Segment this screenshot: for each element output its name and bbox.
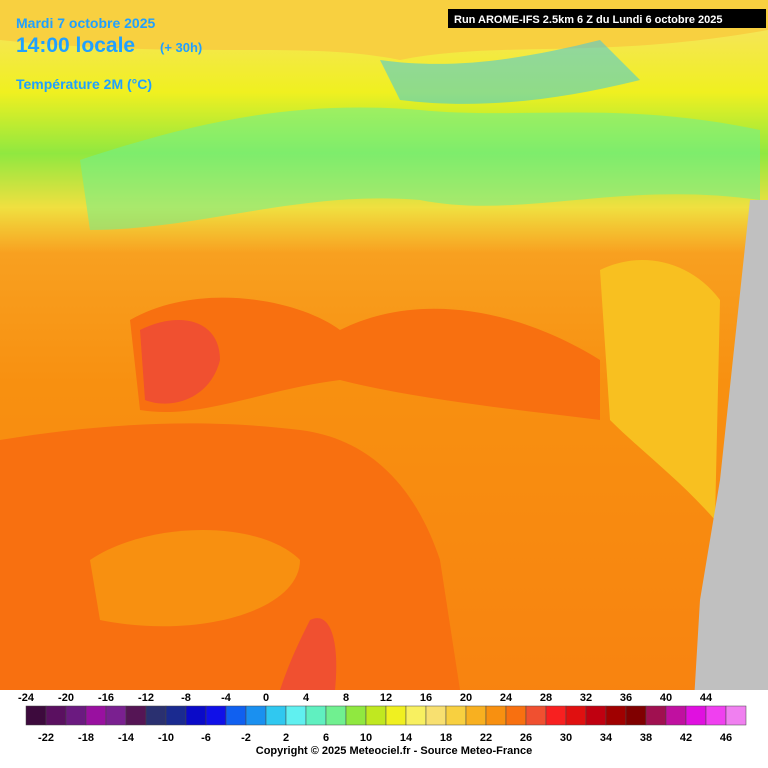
legend-label: 16 bbox=[420, 692, 432, 704]
legend-swatch bbox=[625, 705, 647, 726]
legend-swatch bbox=[565, 705, 587, 726]
adriatic bbox=[600, 260, 720, 520]
legend-swatch bbox=[65, 705, 87, 726]
legend-label: 12 bbox=[380, 692, 392, 704]
legend-label: -6 bbox=[201, 732, 211, 744]
legend-swatch bbox=[85, 705, 107, 726]
alps-band bbox=[80, 107, 760, 230]
legend-label: 2 bbox=[283, 732, 289, 744]
legend: -24-22-20-18-16-14-12-10-8-6-4-202468101… bbox=[18, 692, 747, 744]
legend-swatch bbox=[525, 705, 547, 726]
legend-label: 32 bbox=[580, 692, 592, 704]
legend-swatch bbox=[25, 705, 47, 726]
run-info: Run AROME-IFS 2.5km 6 Z du Lundi 6 octob… bbox=[454, 14, 723, 26]
legend-swatch bbox=[505, 705, 527, 726]
legend-swatch bbox=[665, 705, 687, 726]
legend-label: 42 bbox=[680, 732, 692, 744]
legend-label: 30 bbox=[560, 732, 572, 744]
legend-swatch bbox=[405, 705, 427, 726]
legend-swatch bbox=[245, 705, 267, 726]
legend-label: 26 bbox=[520, 732, 532, 744]
legend-swatch bbox=[225, 705, 247, 726]
legend-swatch bbox=[205, 705, 227, 726]
legend-swatch bbox=[285, 705, 307, 726]
legend-swatch bbox=[165, 705, 187, 726]
legend-label: 18 bbox=[440, 732, 452, 744]
legend-label: 10 bbox=[360, 732, 372, 744]
legend-label: -8 bbox=[181, 692, 191, 704]
legend-swatch bbox=[385, 705, 407, 726]
legend-label: 20 bbox=[460, 692, 472, 704]
legend-label: -16 bbox=[98, 692, 114, 704]
legend-label: -4 bbox=[221, 692, 232, 704]
legend-swatch bbox=[265, 705, 287, 726]
legend-label: 6 bbox=[323, 732, 329, 744]
legend-swatch bbox=[685, 705, 707, 726]
legend-swatch bbox=[605, 705, 627, 726]
legend-swatch bbox=[45, 705, 67, 726]
legend-label: -2 bbox=[241, 732, 251, 744]
legend-label: 40 bbox=[660, 692, 672, 704]
warm-zone bbox=[140, 320, 220, 404]
variable: Température 2M (°C) bbox=[16, 76, 152, 92]
corsica bbox=[280, 618, 337, 690]
legend-label: 8 bbox=[343, 692, 349, 704]
legend-label: 34 bbox=[600, 732, 613, 744]
legend-label: 14 bbox=[400, 732, 413, 744]
lead-time: (+ 30h) bbox=[160, 40, 202, 55]
legend-swatch bbox=[545, 705, 567, 726]
outside-domain bbox=[690, 200, 768, 768]
legend-label: 22 bbox=[480, 732, 492, 744]
run-box bbox=[448, 9, 766, 28]
legend-swatch bbox=[485, 705, 507, 726]
legend-swatch bbox=[125, 705, 147, 726]
legend-label: -10 bbox=[158, 732, 174, 744]
legend-label: 44 bbox=[700, 692, 713, 704]
legend-swatch bbox=[105, 705, 127, 726]
copyright: Copyright © 2025 Meteociel.fr - Source M… bbox=[256, 745, 532, 757]
sea-cool-patch bbox=[90, 530, 300, 627]
po-valley bbox=[130, 297, 600, 420]
time: 14:00 locale bbox=[16, 34, 135, 57]
legend-label: -18 bbox=[78, 732, 94, 744]
legend-label: 28 bbox=[540, 692, 552, 704]
legend-label: 24 bbox=[500, 692, 513, 704]
legend-background bbox=[0, 690, 768, 768]
legend-label: 0 bbox=[263, 692, 269, 704]
legend-label: 38 bbox=[640, 732, 652, 744]
legend-swatch bbox=[445, 705, 467, 726]
legend-swatch bbox=[325, 705, 347, 726]
legend-label: 36 bbox=[620, 692, 632, 704]
legend-label: -22 bbox=[38, 732, 54, 744]
legend-label: -12 bbox=[138, 692, 154, 704]
legend-label: -14 bbox=[118, 732, 135, 744]
legend-swatch bbox=[365, 705, 387, 726]
legend-label: -24 bbox=[18, 692, 35, 704]
high-alps bbox=[380, 40, 640, 104]
legend-swatch bbox=[585, 705, 607, 726]
legend-swatch bbox=[145, 705, 167, 726]
legend-swatch bbox=[645, 705, 667, 726]
legend-swatch bbox=[465, 705, 487, 726]
legend-swatch bbox=[425, 705, 447, 726]
legend-label: -20 bbox=[58, 692, 74, 704]
legend-swatch bbox=[345, 705, 367, 726]
legend-swatch bbox=[185, 705, 207, 726]
legend-swatch bbox=[305, 705, 327, 726]
legend-label: 4 bbox=[303, 692, 310, 704]
legend-label: 46 bbox=[720, 732, 732, 744]
legend-swatch bbox=[725, 705, 747, 726]
legend-swatch bbox=[705, 705, 727, 726]
date: Mardi 7 octobre 2025 bbox=[16, 15, 155, 31]
